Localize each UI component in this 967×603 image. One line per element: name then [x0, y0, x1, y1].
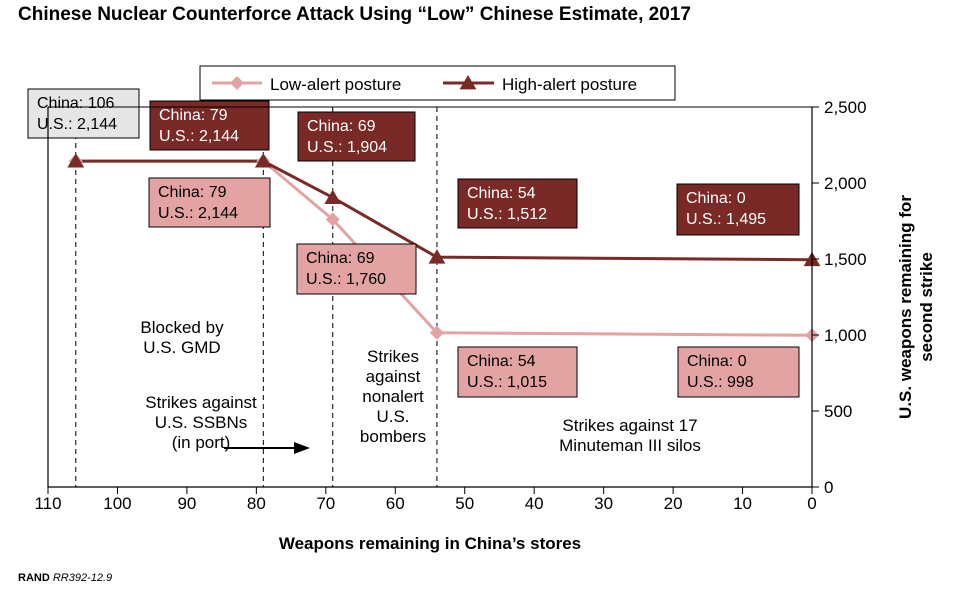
callout-box [148, 177, 271, 228]
region-label-bombers: U.S. [376, 407, 409, 426]
low-alert-point [325, 212, 340, 227]
callout-box [27, 88, 140, 139]
high-alert-point [67, 153, 85, 168]
triangle-icon [459, 75, 477, 90]
diamond-icon [230, 76, 244, 90]
x-axis-title: Weapons remaining in China’s stores [279, 534, 581, 553]
source-note: RAND RR392-12.9 [18, 572, 112, 584]
x-tick-label: 80 [247, 494, 266, 513]
callout-box [677, 346, 800, 398]
callout-high-0: China: 0 U.S.: 1,495 [676, 183, 800, 236]
chart-title: Chinese Nuclear Counterforce Attack Usin… [18, 4, 691, 25]
source-id: RR392-12.9 [52, 572, 113, 584]
y-tick-label: 0 [824, 478, 833, 497]
arrow-right-icon [294, 442, 310, 454]
callout-text: U.S.: 1,760 [306, 271, 386, 288]
callout-text: China: 69 [306, 250, 375, 267]
callout-text: U.S.: 1,015 [467, 374, 547, 391]
source-org: RAND [18, 572, 50, 584]
region-label-ssbn: U.S. SSBNs [155, 413, 248, 432]
callout-text: China: 79 [159, 107, 228, 124]
y-tick-label: 1,000 [824, 326, 867, 345]
callout-start: China: 106 U.S.: 2,144 [27, 88, 140, 139]
x-tick-label: 90 [177, 494, 196, 513]
x-tick-label: 100 [103, 494, 131, 513]
callout-box [457, 346, 578, 398]
x-tick-label: 0 [807, 494, 816, 513]
x-tick-label: 110 [34, 494, 61, 513]
callout-text: U.S.: 2,144 [159, 128, 239, 145]
callout-box [676, 183, 800, 236]
callout-text: U.S.: 1,495 [686, 211, 766, 228]
region-label-bombers: bombers [360, 427, 426, 446]
callout-text: U.S.: 1,904 [307, 139, 387, 156]
x-tick-label: 70 [316, 494, 335, 513]
callout-text: U.S.: 1,512 [467, 206, 547, 223]
y-tick-label: 1,500 [824, 250, 867, 269]
callout-box [297, 111, 416, 162]
callout-box [149, 100, 270, 151]
callout-text: China: 69 [307, 118, 376, 135]
region-label-ssbn: Strikes against [145, 393, 257, 412]
y-tick-label: 2,000 [824, 174, 867, 193]
callout-low-69: China: 69 U.S.: 1,760 [296, 243, 417, 295]
region-label-bombers: Strikes [367, 347, 419, 366]
region-label-ssbn: (in port) [172, 433, 231, 452]
x-tick-label: 40 [525, 494, 544, 513]
y-tick-label: 500 [824, 402, 852, 421]
region-label-bombers: nonalert [362, 387, 424, 406]
high-alert-point [428, 249, 446, 264]
legend-label-low-alert: Low-alert posture [270, 75, 401, 94]
x-tick-label: 60 [386, 494, 405, 513]
callout-text: China: 0 [686, 190, 746, 207]
region-label-minuteman: Strikes against 17 [562, 416, 697, 435]
callout-high-79: China: 79 U.S.: 2,144 [149, 100, 270, 151]
callout-text: China: 106 [37, 95, 114, 112]
callout-box [296, 243, 417, 295]
high-alert-point [254, 153, 272, 168]
region-label-gmd: U.S. GMD [143, 338, 220, 357]
low-alert-point [429, 325, 444, 340]
legend [199, 65, 676, 101]
callout-text: U.S.: 998 [687, 374, 754, 391]
x-tick-label: 10 [733, 494, 752, 513]
callout-low-0: China: 0 U.S.: 998 [677, 346, 800, 398]
region-label-gmd: Blocked by [140, 318, 224, 337]
callout-text: U.S.: 2,144 [37, 116, 117, 133]
x-tick-label: 50 [455, 494, 474, 513]
callout-high-54: China: 54 U.S.: 1,512 [457, 178, 578, 229]
region-label-bombers: against [366, 367, 421, 386]
callout-high-69: China: 69 U.S.: 1,904 [297, 111, 416, 162]
region-label-minuteman: Minuteman III silos [559, 436, 701, 455]
y-axis-title: U.S. weapons remaining for second strike [896, 195, 936, 419]
x-tick-label: 20 [664, 494, 683, 513]
callout-box [457, 178, 578, 229]
legend-label-high-alert: High-alert posture [502, 75, 637, 94]
y-tick-label: 2,500 [824, 98, 867, 117]
callout-text: U.S.: 2,144 [158, 205, 238, 222]
callout-low-54: China: 54 U.S.: 1,015 [457, 346, 578, 398]
callout-low-79: China: 79 U.S.: 2,144 [148, 177, 271, 228]
x-tick-label: 30 [594, 494, 613, 513]
callout-text: China: 54 [467, 185, 536, 202]
callout-text: China: 54 [467, 353, 536, 370]
callout-text: China: 79 [158, 184, 227, 201]
callout-text: China: 0 [687, 353, 747, 370]
high-alert-point [324, 189, 342, 204]
